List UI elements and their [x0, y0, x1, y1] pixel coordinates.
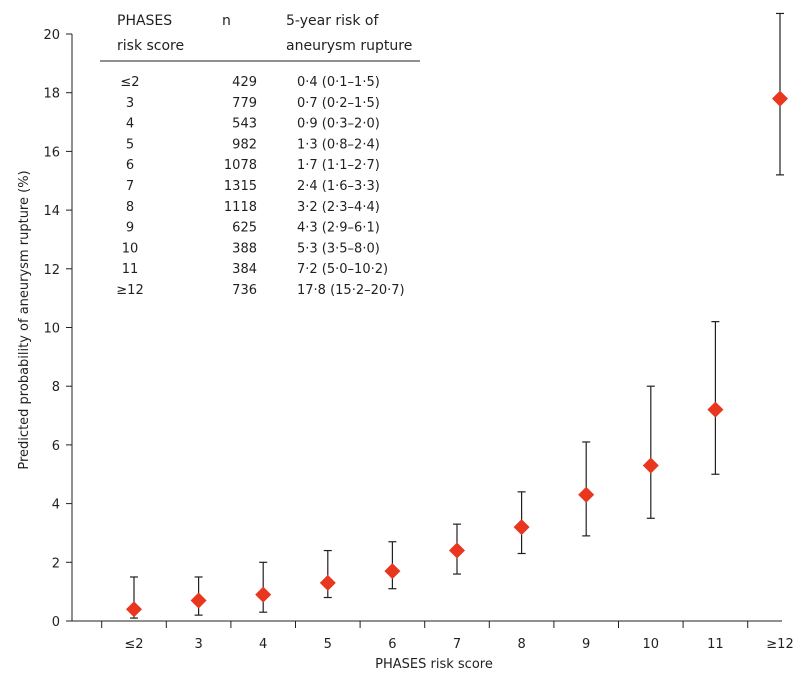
x-tick-label: 5 [324, 637, 332, 652]
x-tick-label: 10 [643, 637, 660, 652]
table-cell-risk: 17·8 (15·2–20·7) [297, 283, 405, 298]
table-cell-n: 625 [232, 221, 257, 236]
table-cell-n: 384 [232, 262, 257, 277]
table-cell-score: 10 [122, 241, 139, 256]
table-cell-n: 982 [232, 137, 257, 152]
table-cell-score: ≤2 [120, 75, 139, 90]
data-point-diamond [642, 457, 659, 474]
axes [71, 34, 782, 622]
table-row: 6 1078 1·7 (1·1–2·7) [126, 158, 380, 173]
table-cell-score: 3 [126, 96, 134, 111]
table-row: 11 384 7·2 (5·0–10·2) [122, 262, 388, 277]
table-cell-risk: 0·9 (0·3–2·0) [297, 117, 380, 132]
x-tick-label: 6 [388, 637, 396, 652]
y-tick-label: 6 [52, 439, 60, 454]
table-cell-score: ≥12 [116, 283, 143, 298]
table-cell-n: 543 [232, 117, 257, 132]
error-bars [130, 12, 784, 619]
table-header-score-line1: PHASES [117, 13, 172, 29]
table-cell-risk: 1·7 (1·1–2·7) [297, 158, 380, 173]
y-tick-label: 20 [43, 28, 60, 43]
table-cell-n: 429 [232, 75, 257, 90]
table-rows: ≤2 429 0·4 (0·1–1·5) 3 779 0·7 (0·2–1·5) 4 543 0… [116, 75, 404, 298]
error-bar [646, 385, 655, 519]
table-row: 10 388 5·3 (3·5–8·0) [122, 241, 380, 256]
table-cell-risk: 4·3 (2·9–6·1) [297, 221, 380, 236]
y-ticks: 0 2 4 6 8 10 12 14 16 18 20 [43, 28, 72, 630]
table-row: 7 1315 2·4 (1·6–3·3) [126, 179, 380, 194]
table-cell-score: 5 [126, 137, 134, 152]
risk-table: PHASES risk score n 5-year risk of aneur… [100, 13, 420, 298]
data-point-diamond [126, 601, 142, 618]
table-cell-risk: 5·3 (3·5–8·0) [297, 241, 380, 256]
x-tick-label: 9 [582, 637, 590, 652]
table-cell-risk: 2·4 (1·6–3·3) [297, 179, 380, 194]
table-cell-risk: 0·7 (0·2–1·5) [297, 96, 380, 111]
table-cell-risk: 7·2 (5·0–10·2) [297, 262, 388, 277]
table-header-risk-line2: aneurysm rupture [286, 38, 412, 54]
x-tick-label: 3 [194, 637, 202, 652]
table-cell-risk: 1·3 (0·8–2·4) [297, 137, 380, 152]
y-tick-label: 18 [43, 87, 60, 102]
x-tick-label: 8 [517, 637, 525, 652]
table-header-score-line2: risk score [117, 38, 184, 54]
table-row: 3 779 0·7 (0·2–1·5) [126, 96, 380, 111]
y-tick-label: 14 [43, 204, 60, 219]
y-tick-label: 0 [52, 615, 60, 630]
table-header-n: n [222, 13, 231, 29]
x-axis-label: PHASES risk score [375, 657, 493, 672]
table-header-risk-line1: 5-year risk of [286, 13, 379, 29]
table-cell-score: 7 [126, 179, 134, 194]
x-ticks: ≤2 3 4 5 6 7 8 9 10 11 ≥12 [101, 621, 794, 652]
table-cell-risk: 0·4 (0·1–1·5) [297, 75, 380, 90]
table-cell-n: 1315 [224, 179, 257, 194]
table-row: 8 1118 3·2 (2·3–4·4) [126, 200, 380, 215]
table-cell-n: 1078 [224, 158, 257, 173]
table-cell-score: 8 [126, 200, 134, 215]
data-point-diamond [255, 586, 272, 603]
y-tick-label: 16 [43, 145, 60, 160]
y-tick-label: 8 [52, 380, 60, 395]
x-tick-label: ≤2 [124, 637, 143, 652]
table-row: 4 543 0·9 (0·3–2·0) [126, 117, 380, 132]
x-tick-label: 7 [453, 637, 461, 652]
table-row: ≥12 736 17·8 (15·2–20·7) [116, 283, 404, 298]
data-point-diamond [449, 542, 465, 559]
x-tick-label: 4 [259, 637, 267, 652]
y-tick-label: 10 [43, 322, 60, 337]
data-point-diamond [190, 592, 207, 609]
data-point-diamond [513, 519, 530, 536]
table-cell-score: 4 [126, 117, 134, 132]
table-row: 5 982 1·3 (0·8–2·4) [126, 137, 380, 152]
y-tick-label: 4 [52, 498, 60, 513]
table-row: ≤2 429 0·4 (0·1–1·5) [120, 75, 379, 90]
table-cell-n: 1118 [224, 200, 257, 215]
table-cell-n: 779 [232, 96, 257, 111]
table-cell-risk: 3·2 (2·3–4·4) [297, 200, 380, 215]
table-cell-score: 6 [126, 158, 134, 173]
data-points [126, 90, 788, 618]
data-point-diamond [578, 486, 595, 503]
x-tick-label: 11 [707, 637, 724, 652]
y-tick-label: 2 [52, 556, 60, 571]
table-row: 9 625 4·3 (2·9–6·1) [126, 221, 380, 236]
y-tick-label: 12 [43, 263, 60, 278]
x-tick-label: ≥12 [766, 637, 793, 652]
y-axis-label: Predicted probability of aneurysm ruptur… [17, 170, 32, 469]
table-cell-n: 736 [232, 283, 257, 298]
table-cell-score: 9 [126, 221, 134, 236]
data-point-diamond [319, 574, 336, 591]
data-point-diamond [772, 90, 788, 107]
table-cell-score: 11 [122, 262, 139, 277]
table-cell-n: 388 [232, 241, 257, 256]
data-point-diamond [384, 563, 401, 580]
data-point-diamond [707, 401, 724, 418]
error-bar [711, 321, 720, 475]
